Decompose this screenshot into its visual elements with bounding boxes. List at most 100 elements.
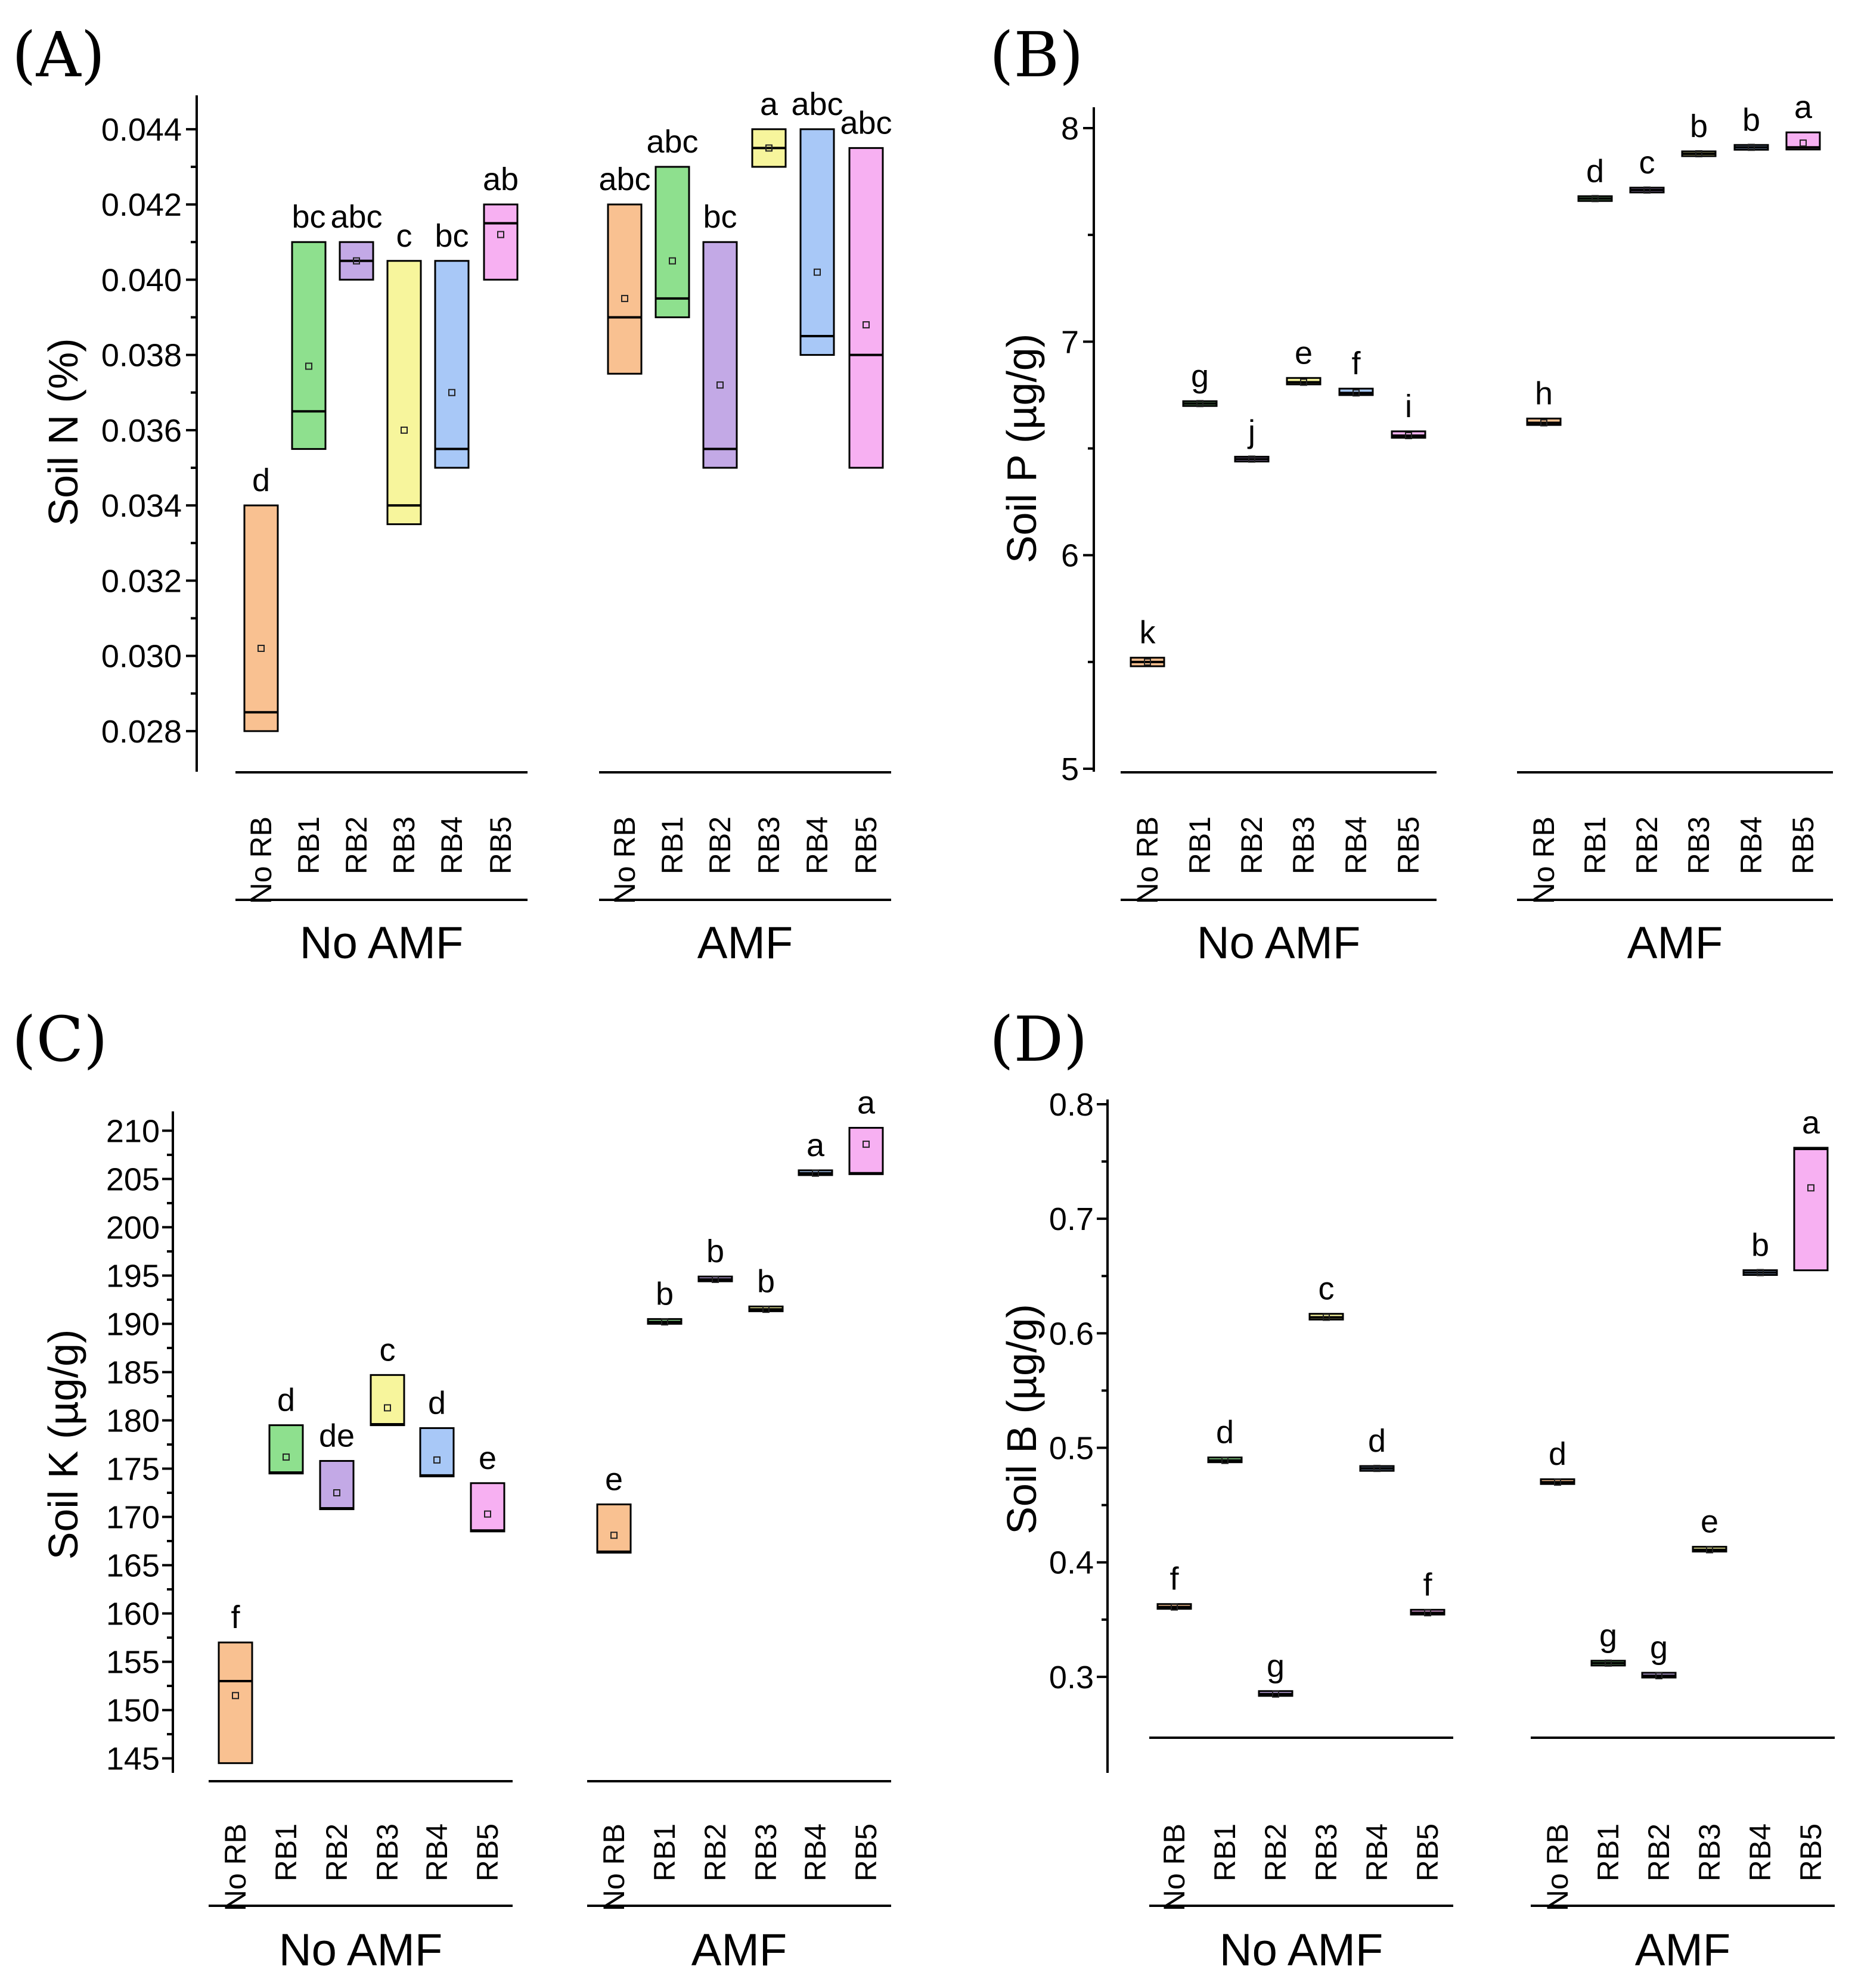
category-label: RB3 xyxy=(1287,816,1320,874)
box xyxy=(419,1427,455,1477)
mean-marker xyxy=(1554,1478,1561,1486)
group-label: AMF xyxy=(697,918,793,968)
y-tick-label: 155 xyxy=(106,1645,160,1681)
y-tick-label: 0.040 xyxy=(101,262,182,298)
box xyxy=(470,1482,505,1533)
chart-panel-1: (A) 0.028 0.030 0.032 0.034 0.036 0.038 0.040 0.… xyxy=(12,18,892,968)
significance-letter: b xyxy=(656,1276,674,1312)
category-label: RB1 xyxy=(648,1824,681,1881)
category-label: RB4 xyxy=(435,816,469,874)
category-label: RB4 xyxy=(801,816,834,874)
significance-letter: f xyxy=(1170,1561,1179,1597)
box xyxy=(483,203,519,281)
y-tick-label: 6 xyxy=(1061,538,1079,574)
category-label: RB4 xyxy=(1744,1824,1777,1881)
mean-marker xyxy=(762,1306,770,1313)
mean-marker xyxy=(814,268,821,276)
y-tick-label: 7 xyxy=(1061,324,1079,360)
significance-letter: b xyxy=(1742,102,1760,138)
category-label: RB1 xyxy=(292,816,325,874)
significance-letter: abc xyxy=(791,86,843,122)
mean-marker xyxy=(1373,1465,1381,1473)
box xyxy=(434,260,470,469)
category-label: RB5 xyxy=(1794,1824,1828,1881)
significance-letter: g xyxy=(1191,358,1209,394)
significance-letter: g xyxy=(1599,1618,1617,1654)
mean-marker xyxy=(1695,150,1702,157)
significance-letter: d xyxy=(277,1383,295,1418)
category-label: No RB xyxy=(1131,816,1164,904)
category-label: RB1 xyxy=(1578,816,1612,874)
category-label: No RB xyxy=(1527,816,1561,904)
category-label: RB3 xyxy=(387,816,421,874)
y-tick-label: 0.042 xyxy=(101,187,182,223)
significance-letter: e xyxy=(1701,1504,1718,1540)
category-label: RB5 xyxy=(849,816,883,874)
mean-marker xyxy=(661,1318,668,1326)
y-tick-label: 0.7 xyxy=(1049,1201,1094,1237)
category-label: RB3 xyxy=(752,816,786,874)
mean-marker xyxy=(333,1489,340,1497)
box xyxy=(607,203,643,375)
mean-marker xyxy=(1592,195,1599,203)
significance-letter: c xyxy=(1639,145,1655,181)
category-label: RB4 xyxy=(1339,816,1373,874)
box xyxy=(848,1127,884,1175)
mean-marker xyxy=(1323,1313,1330,1321)
group-label: No AMF xyxy=(300,918,464,968)
group-label: No AMF xyxy=(1197,918,1361,968)
y-tick-label: 150 xyxy=(106,1693,160,1729)
significance-letter: a xyxy=(760,86,778,122)
significance-letter: c xyxy=(1319,1271,1335,1307)
mean-marker xyxy=(1643,186,1651,194)
category-label: No RB xyxy=(608,816,641,904)
chart-panel-3: (C) 145 150 155 160 165 170 175 180 185 190 195 200 2… xyxy=(12,1003,891,1975)
mean-marker xyxy=(1800,139,1807,147)
box xyxy=(291,241,327,450)
box xyxy=(218,1641,253,1765)
y-axis-title: Soil P (µg/g) xyxy=(998,334,1045,563)
y-tick-label: 170 xyxy=(106,1500,160,1536)
mean-marker xyxy=(1353,389,1360,397)
significance-letter: g xyxy=(1267,1648,1285,1684)
category-label: RB4 xyxy=(1735,816,1768,874)
mean-marker xyxy=(716,381,724,389)
category-label: No RB xyxy=(219,1824,252,1911)
group-label: AMF xyxy=(1635,1925,1730,1975)
category-label: RB4 xyxy=(420,1824,454,1881)
significance-letter: b xyxy=(706,1234,724,1269)
significance-letter: d xyxy=(1368,1423,1386,1459)
category-label: RB1 xyxy=(269,1824,303,1881)
significance-letter: j xyxy=(1247,414,1255,449)
y-tick-label: 185 xyxy=(106,1355,160,1390)
box xyxy=(243,504,279,732)
y-tick-label: 190 xyxy=(106,1306,160,1342)
mean-marker xyxy=(621,294,628,302)
y-tick-label: 195 xyxy=(106,1258,160,1294)
significance-letter: c xyxy=(380,1332,396,1368)
significance-letter: d xyxy=(428,1385,446,1421)
y-tick-label: 200 xyxy=(106,1210,160,1245)
y-tick-label: 0.5 xyxy=(1049,1431,1094,1467)
significance-letter: f xyxy=(1423,1567,1432,1602)
category-label: RB3 xyxy=(371,1824,404,1881)
mean-marker xyxy=(1540,419,1547,427)
mean-marker xyxy=(669,257,676,265)
mean-marker xyxy=(353,257,360,265)
mean-marker xyxy=(1605,1659,1612,1667)
mean-marker xyxy=(305,362,312,370)
box xyxy=(268,1424,304,1475)
significance-letter: abc xyxy=(598,161,650,197)
box xyxy=(386,260,422,526)
category-label: RB5 xyxy=(1411,1824,1444,1881)
mean-marker xyxy=(610,1532,618,1539)
y-tick-label: 0.036 xyxy=(101,413,182,449)
significance-letter: e xyxy=(1295,335,1313,371)
category-label: RB3 xyxy=(1682,816,1716,874)
category-label: RB5 xyxy=(1786,816,1820,874)
category-label: RB5 xyxy=(484,816,517,874)
category-label: RB2 xyxy=(1642,1824,1676,1881)
significance-letter: ab xyxy=(483,161,519,197)
y-tick-label: 145 xyxy=(106,1741,160,1777)
